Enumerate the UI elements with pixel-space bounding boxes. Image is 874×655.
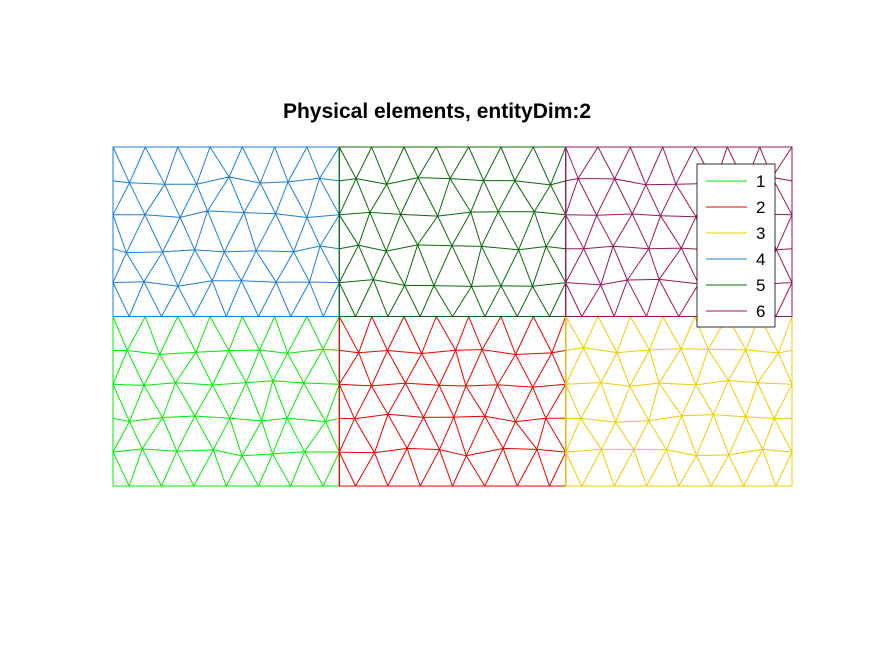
legend-label-5: 5 [756, 276, 765, 295]
mesh-region-5 [338, 146, 567, 317]
mesh-boundary-5 [338, 146, 567, 317]
mesh-edges-4 [112, 146, 340, 317]
plot-title: Physical elements, entityDim:2 [282, 100, 592, 123]
legend-box [696, 163, 776, 328]
mesh-region-3 [565, 316, 793, 487]
mesh-edges-2 [338, 316, 567, 487]
mesh-region-2 [338, 316, 567, 487]
mesh-boundary-1 [112, 316, 340, 487]
legend-label-3: 3 [756, 224, 765, 243]
legend-label-1: 1 [756, 172, 765, 191]
mesh-region-1 [112, 316, 340, 487]
mesh-edges-5 [338, 146, 567, 317]
legend-label-6: 6 [756, 302, 765, 321]
mesh-edges-1 [112, 316, 340, 487]
mesh-boundary-2 [338, 316, 567, 487]
legend-label-2: 2 [756, 198, 765, 217]
mesh-boundary-3 [565, 316, 793, 487]
legend-label-4: 4 [756, 250, 765, 269]
mesh-layer [112, 146, 793, 487]
mesh-region-4 [112, 146, 340, 317]
legend: 1 2 3 4 5 6 [696, 163, 776, 328]
mesh-edges-3 [565, 316, 793, 487]
mesh-boundary-6 [565, 146, 793, 317]
